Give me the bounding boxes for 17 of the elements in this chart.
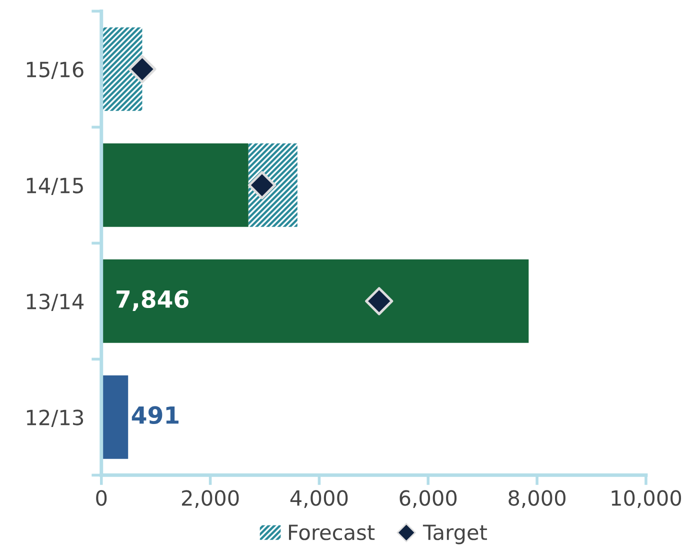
y-tick-label: 13/14 xyxy=(26,294,84,312)
x-tick-label: 8,000 xyxy=(508,490,566,508)
x-tick-label: 2,000 xyxy=(182,490,239,508)
x-tick-label: 10,000 xyxy=(612,490,682,508)
bar xyxy=(101,143,248,227)
y-tick-label: 15/16 xyxy=(26,62,84,80)
legend-label: Target xyxy=(422,524,487,544)
x-tick-label: 6,000 xyxy=(400,490,457,508)
bar xyxy=(101,259,529,343)
data-label: 491 xyxy=(132,406,179,424)
x-tick-label: 0 xyxy=(96,490,107,506)
legend-label: Forecast xyxy=(288,524,375,540)
y-tick-label: 12/13 xyxy=(26,410,84,427)
x-tick-label: 4,000 xyxy=(290,490,348,508)
y-tick-label: 14/15 xyxy=(26,178,83,196)
bar xyxy=(101,375,128,459)
data-label: 7,846 xyxy=(116,290,188,312)
